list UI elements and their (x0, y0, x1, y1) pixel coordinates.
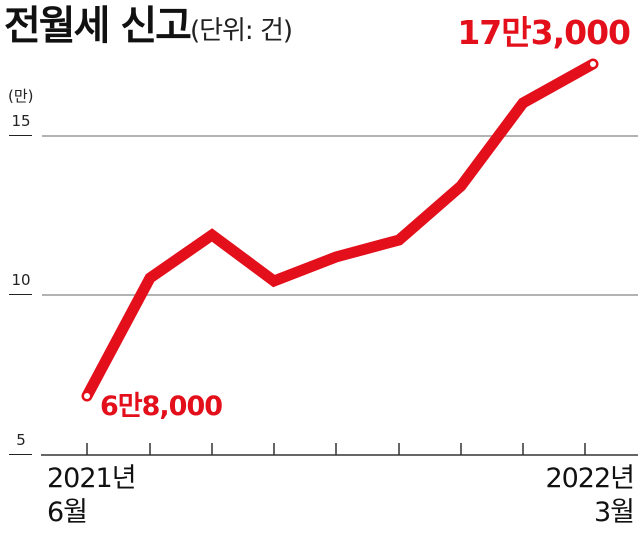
y-tick-10-underline (9, 294, 32, 295)
x-label-end: 2022년 3월 (545, 463, 635, 528)
x-axis (41, 443, 638, 456)
start-point-marker (84, 393, 90, 399)
x-label-start: 2021년 6월 (47, 463, 137, 528)
unit-note: (단위: 건) (189, 16, 293, 46)
data-line (81, 58, 599, 402)
chart-title: 전월세 신고(단위: 건) (4, 2, 293, 55)
y-tick-10: 10 (11, 271, 31, 289)
y-axis-unit: (만) (8, 87, 34, 105)
y-tick-15-underline (9, 135, 32, 136)
y-tick-15: 15 (11, 112, 31, 130)
end-value-annotation: 17만3,000 (457, 13, 631, 52)
gridlines (42, 135, 638, 296)
chart-title-text: 전월세 신고 (4, 3, 192, 49)
y-tick-5: 5 (16, 431, 26, 449)
start-value-annotation: 6만8,000 (100, 391, 223, 422)
x-axis-ticks (86, 443, 586, 455)
end-point-marker (590, 61, 596, 67)
y-tick-5-underline (9, 454, 32, 455)
